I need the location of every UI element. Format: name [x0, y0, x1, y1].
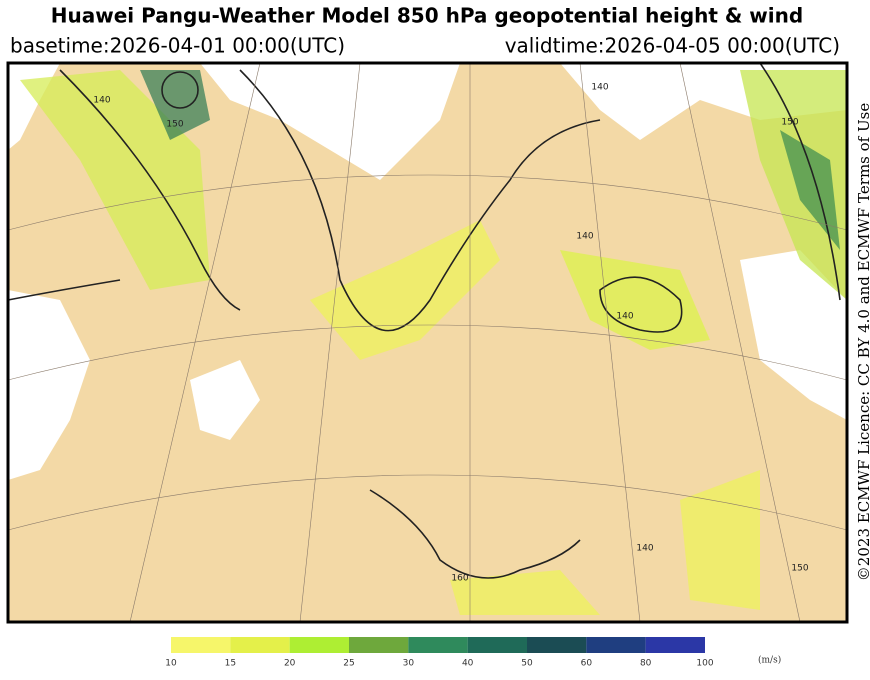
colorbar-label: 100 — [696, 659, 713, 669]
contour-label: 140 — [576, 232, 593, 242]
contours — [7, 62, 841, 579]
colorbar-label: 15 — [225, 659, 236, 669]
title: Huawei Pangu-Weather Model 850 hPa geopo… — [51, 4, 803, 28]
graticule — [7, 62, 848, 623]
wind-area — [680, 470, 760, 610]
contour-label: 140 — [616, 312, 633, 322]
sea — [8, 290, 90, 480]
colorbar-label: 50 — [521, 659, 533, 669]
wind-area — [740, 70, 847, 300]
contour-label: 140 — [591, 83, 608, 93]
sea — [200, 63, 460, 180]
sea — [740, 250, 847, 420]
colorbar-segment — [586, 637, 646, 653]
colorbar-unit: (m/s) — [758, 655, 781, 666]
wind-area — [140, 70, 210, 140]
colorbar-segment — [467, 637, 527, 653]
wind-area — [20, 70, 210, 290]
contour-label: 140 — [636, 544, 653, 554]
validtime: validtime:2026-04-05 00:00(UTC) — [505, 34, 840, 58]
contour-label: 160 — [451, 574, 468, 584]
colorbar-segment — [408, 637, 468, 653]
wind-area — [560, 250, 710, 350]
contour-label: 150 — [781, 118, 798, 128]
wind-area — [310, 220, 500, 360]
colorbar-label: 30 — [403, 659, 415, 669]
caspian — [190, 360, 260, 440]
colorbar-label: 80 — [640, 659, 652, 669]
contour-label: 140 — [93, 96, 110, 106]
colorbar-label: 25 — [343, 659, 354, 669]
contour-label: 150 — [166, 120, 183, 130]
colorbar-label: 60 — [581, 659, 593, 669]
basetime: basetime:2026-04-01 00:00(UTC) — [10, 34, 345, 58]
wind-area — [450, 570, 600, 615]
colorbar-segment — [349, 637, 409, 653]
map-frame — [6, 61, 849, 624]
colorbar-segment — [171, 637, 231, 653]
colorbar-segment — [289, 637, 349, 653]
colorbar-label: 40 — [462, 659, 474, 669]
credit: ©2023 ECMWF Licence: CC BY 4.0 and ECMWF… — [855, 103, 870, 582]
contour-label: 150 — [791, 564, 808, 574]
colorbar-segment — [645, 637, 705, 653]
colorbar-label: 20 — [284, 659, 296, 669]
colorbar-label: 10 — [165, 659, 177, 669]
colorbar-segment — [527, 637, 587, 653]
map — [7, 62, 848, 623]
colorbar-segment — [230, 637, 290, 653]
